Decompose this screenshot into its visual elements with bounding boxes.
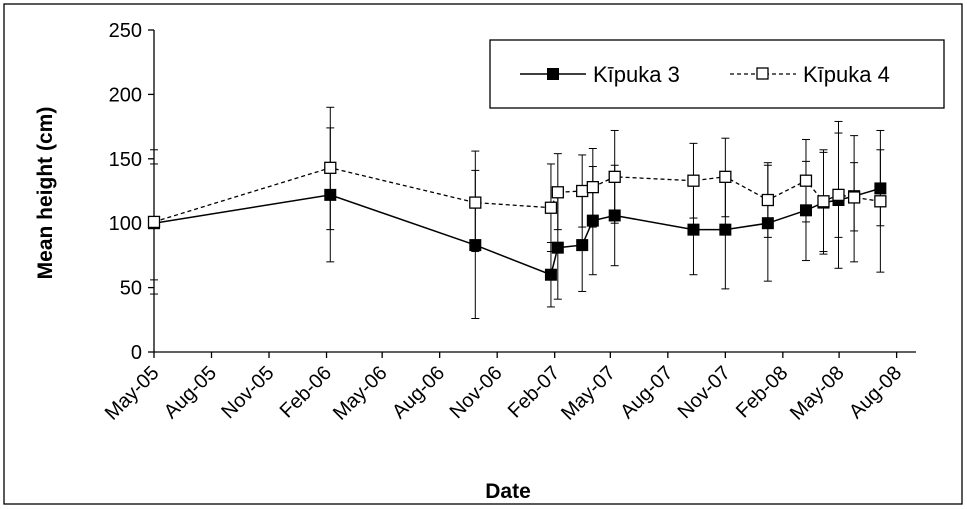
legend: Kīpuka 3 Kīpuka 4 xyxy=(489,39,945,109)
y-tick-label: 150 xyxy=(109,149,142,171)
series-2-point xyxy=(608,170,621,183)
x-axis-title: Date xyxy=(485,480,531,503)
series-1-point xyxy=(551,241,564,254)
series-1-point xyxy=(761,217,774,230)
legend-marker-kipuka-4 xyxy=(756,67,769,80)
series-lines xyxy=(153,167,881,276)
series-2-point xyxy=(147,215,161,229)
series-2-point xyxy=(324,161,337,174)
y-axis-title: Mean height (cm) xyxy=(34,107,57,280)
series-2-point xyxy=(551,186,564,199)
series-1-point xyxy=(469,239,482,252)
legend-marker-kipuka-3 xyxy=(547,68,559,80)
series-1-point xyxy=(687,223,700,236)
series-2-point xyxy=(847,191,861,204)
series-2-point xyxy=(817,195,830,208)
series-2-line xyxy=(153,167,881,223)
series-1-point xyxy=(874,182,887,195)
series-1-point xyxy=(608,209,621,222)
series-1-line xyxy=(153,187,881,276)
series-1-point xyxy=(544,268,557,281)
y-tick-label: 250 xyxy=(109,20,142,42)
series-1-point xyxy=(576,239,589,252)
series-1-point xyxy=(719,223,732,236)
series-2-point xyxy=(469,196,482,209)
series-2-point xyxy=(832,188,845,202)
series-2-point xyxy=(719,170,732,183)
legend-label-kipuka-4: Kīpuka 4 xyxy=(803,62,890,87)
y-tick-label: 200 xyxy=(109,84,142,106)
series-2-point xyxy=(544,201,558,214)
y-tick-label: 100 xyxy=(109,213,142,235)
series-2-point xyxy=(576,184,589,198)
series-markers xyxy=(147,161,887,281)
y-tick-label: 50 xyxy=(120,278,142,300)
series-2-point xyxy=(874,195,887,208)
series-2-point xyxy=(687,174,700,187)
y-tick-label: 0 xyxy=(131,342,142,364)
series-2-point xyxy=(761,193,775,207)
series-1-point xyxy=(586,214,599,227)
y-ticks: 0 50 100 150 200 250 xyxy=(109,20,154,364)
legend-label-kipuka-3: Kīpuka 3 xyxy=(593,62,680,87)
series-1-point xyxy=(799,204,812,217)
series-1-point xyxy=(324,188,337,201)
series-2-point xyxy=(799,174,813,187)
series-2-point xyxy=(586,180,599,194)
